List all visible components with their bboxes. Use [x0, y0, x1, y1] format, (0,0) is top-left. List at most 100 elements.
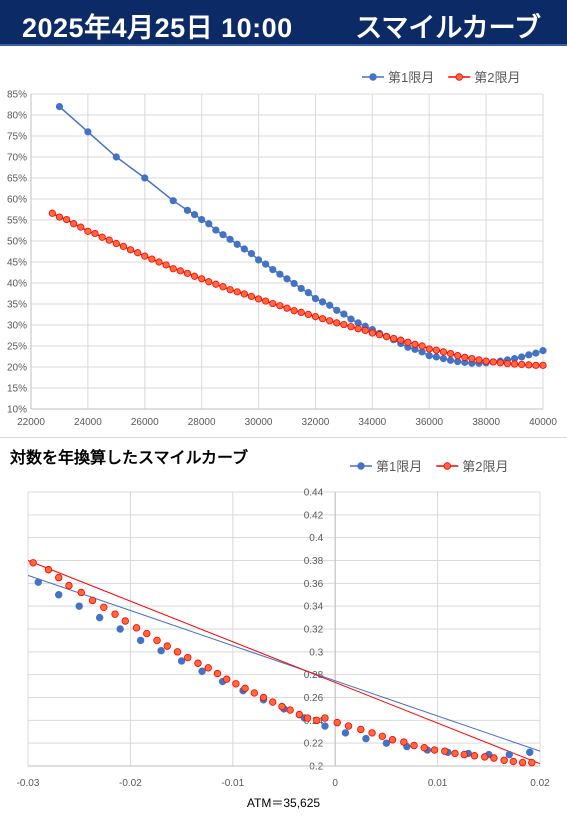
data-point	[518, 758, 527, 767]
data-point	[446, 349, 455, 358]
data-point	[84, 227, 92, 235]
data-point	[184, 653, 192, 662]
data-point	[112, 239, 120, 248]
data-point	[194, 659, 202, 667]
data-point	[262, 260, 270, 268]
data-point	[290, 279, 298, 288]
y-tick-label: 0.3	[309, 647, 323, 658]
data-point	[461, 353, 469, 361]
data-point	[198, 667, 206, 675]
x-tick-label: 0.01	[428, 778, 448, 789]
data-point	[262, 297, 270, 305]
data-point	[430, 746, 439, 754]
data-point	[148, 255, 156, 263]
data-point	[425, 352, 433, 360]
data-point	[183, 206, 192, 214]
atm-annotation: ATM＝35,625	[246, 796, 321, 810]
log-smile-curve-chart: 0.20.220.240.260.280.30.320.340.360.380.…	[17, 459, 551, 789]
y-tick-label: 65%	[7, 174, 27, 185]
data-point	[121, 617, 129, 625]
data-point	[213, 669, 222, 678]
legend-marker	[455, 73, 463, 81]
y-tick-label: 30%	[7, 321, 27, 332]
data-point	[48, 209, 56, 217]
x-tick-label: 28000	[188, 417, 216, 428]
data-point	[420, 744, 428, 752]
data-point	[98, 233, 106, 241]
data-point	[163, 642, 171, 650]
data-point	[116, 625, 124, 633]
y-tick-label: 85%	[7, 90, 27, 101]
y-tick-label: 0.2	[309, 762, 323, 773]
data-point	[528, 758, 536, 767]
y-tick-label: 0.34	[304, 602, 324, 613]
data-point	[318, 315, 327, 323]
data-point	[219, 283, 227, 291]
data-point	[44, 565, 53, 574]
data-point	[240, 290, 248, 298]
y-tick-label: 0.42	[304, 510, 324, 521]
data-point	[219, 231, 227, 239]
data-point	[489, 358, 497, 366]
header-title: スマイルカーブ	[355, 13, 541, 43]
data-point	[259, 693, 268, 702]
data-point	[475, 356, 483, 364]
y-tick-label: 60%	[7, 195, 27, 206]
data-point	[425, 345, 433, 353]
data-point	[95, 613, 104, 622]
data-point	[240, 245, 248, 253]
x-tick-label: 22000	[17, 417, 45, 428]
data-point	[375, 331, 384, 339]
data-point	[34, 578, 42, 586]
data-point	[518, 353, 526, 361]
data-point	[361, 326, 369, 335]
data-point	[153, 636, 161, 645]
data-point	[173, 648, 182, 656]
data-point	[311, 294, 320, 303]
data-point	[382, 739, 391, 747]
data-point	[247, 250, 256, 258]
data-point	[347, 315, 355, 323]
data-point	[233, 288, 241, 296]
legend-marker	[369, 73, 377, 81]
data-point	[232, 680, 240, 688]
data-point	[344, 722, 353, 730]
y-tick-label: 0.22	[304, 739, 324, 750]
data-point	[525, 351, 533, 359]
data-point	[326, 301, 334, 309]
trend-line	[27, 560, 541, 765]
data-point	[539, 361, 547, 369]
data-point	[100, 603, 108, 612]
data-point	[204, 664, 212, 672]
x-tick-label: -0.03	[17, 778, 40, 789]
data-point	[518, 360, 526, 369]
data-point	[510, 360, 519, 368]
data-point	[318, 298, 327, 306]
data-point	[304, 289, 312, 297]
data-point	[177, 657, 186, 665]
y-tick-label: 70%	[7, 153, 27, 164]
data-point	[88, 596, 97, 605]
data-point	[454, 357, 462, 366]
data-point	[333, 319, 341, 327]
data-point	[55, 102, 64, 111]
data-point	[368, 329, 376, 337]
data-point	[126, 246, 135, 254]
data-point	[254, 256, 263, 264]
data-point	[198, 275, 206, 283]
data-point	[468, 354, 476, 363]
data-point	[105, 236, 113, 244]
data-point	[286, 706, 294, 714]
data-point	[297, 308, 305, 316]
data-point	[357, 725, 365, 734]
data-point	[155, 258, 163, 266]
data-point	[84, 128, 92, 136]
data-point	[496, 359, 504, 367]
data-point	[55, 573, 63, 582]
log-smile-curve-chart-panel: 対数を年換算したスマイルカーブ 0.20.220.240.260.280.30.…	[0, 438, 567, 830]
data-point	[226, 286, 234, 294]
data-point	[341, 729, 350, 737]
data-point	[276, 302, 284, 310]
data-point	[404, 338, 412, 346]
data-point	[451, 749, 459, 758]
